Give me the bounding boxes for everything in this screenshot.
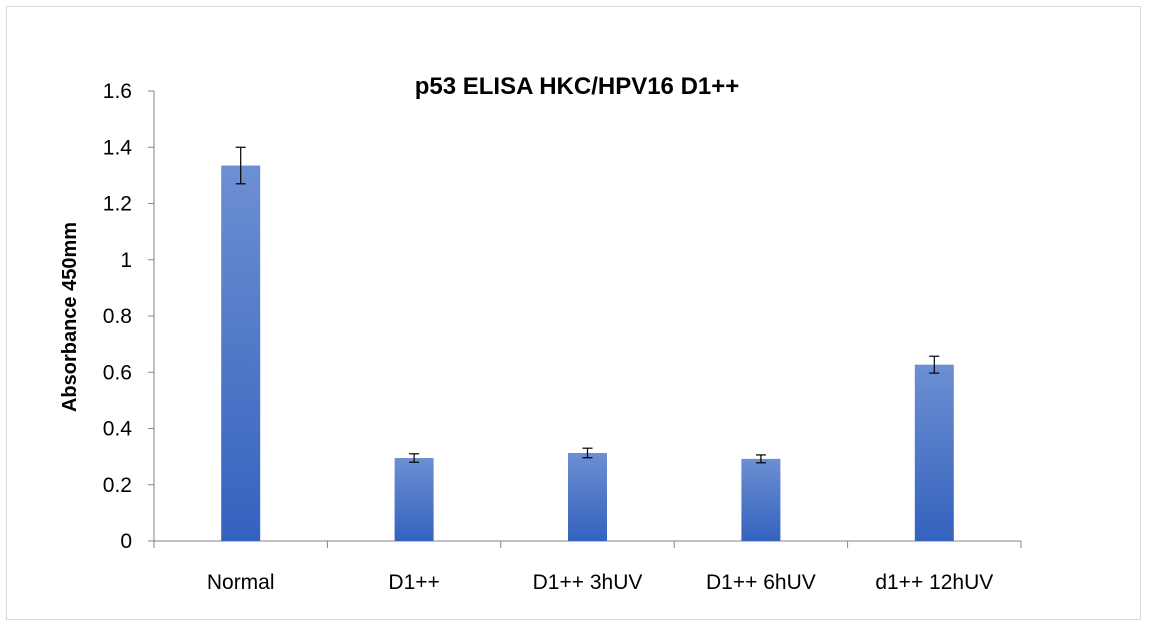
y-tick-label: 0.2: [103, 474, 132, 497]
bar: [568, 452, 607, 541]
y-axis-label: Absorbance 450mm: [59, 222, 81, 412]
bar: [394, 458, 434, 541]
bar: [741, 458, 781, 541]
y-tick-label: 0.6: [103, 361, 132, 384]
y-tick-label: 1.4: [103, 136, 133, 159]
y-tick-label: 1: [120, 249, 132, 272]
y-tick-label: 1.2: [103, 193, 132, 216]
y-tick-label: 0.4: [103, 418, 133, 441]
x-tick-label: D1++: [388, 571, 439, 594]
x-tick-label: D1++ 3hUV: [533, 571, 643, 594]
chart-title: p53 ELISA HKC/HPV16 D1++: [415, 73, 740, 100]
bar: [914, 364, 954, 541]
bar: [221, 165, 261, 541]
y-tick-label: 1.6: [103, 80, 132, 103]
y-tick-label: 0.8: [103, 305, 132, 328]
plot-area: 0 0.2 0.4 0.6 0.8 1 1.2 1.4 1.6 Normal D1++ D1++ 3h…: [103, 80, 1022, 594]
x-tick-label: D1++ 6hUV: [706, 571, 816, 594]
x-tick-label: Normal: [207, 571, 275, 594]
y-tick-label: 0: [120, 530, 132, 553]
x-tick-label: d1++ 12hUV: [875, 571, 993, 594]
